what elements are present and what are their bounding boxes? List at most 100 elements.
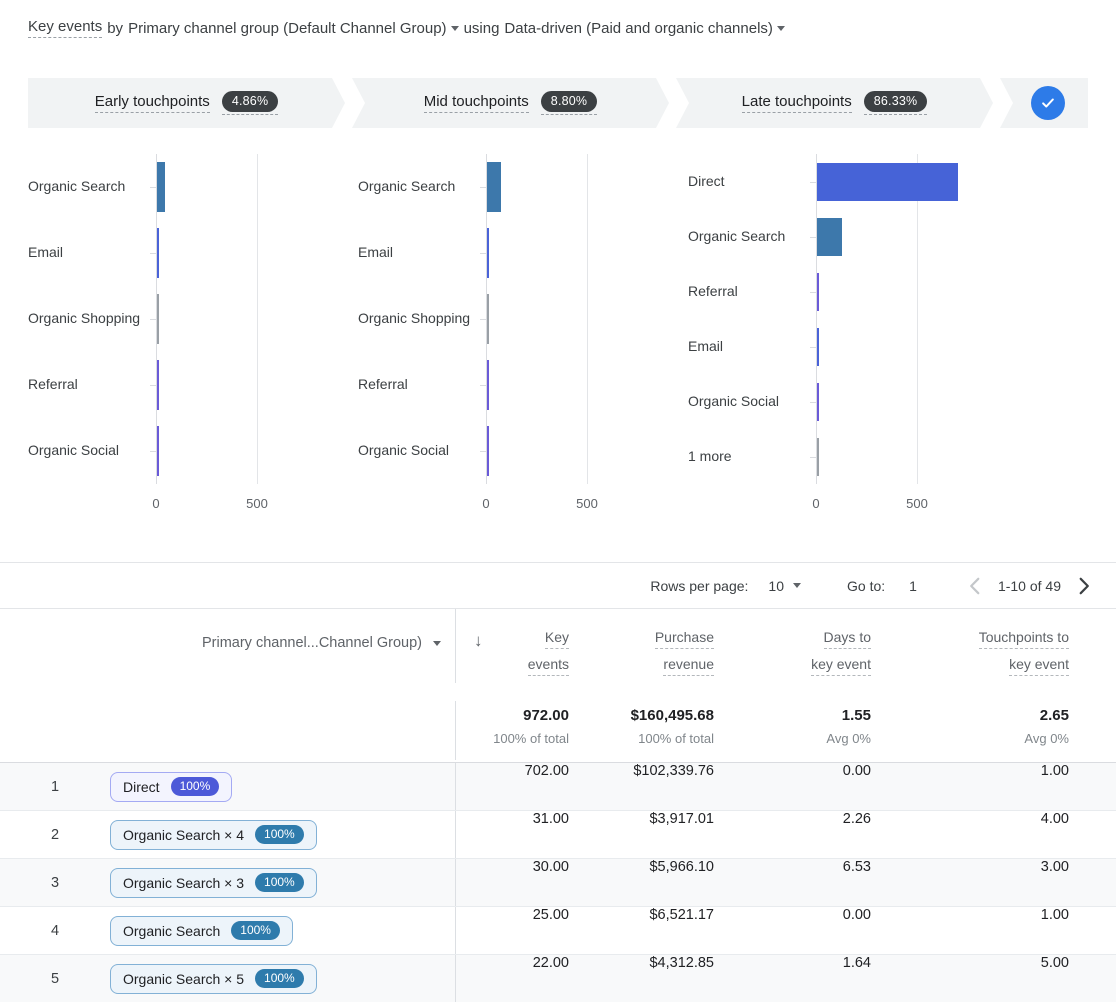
gridline <box>156 154 157 484</box>
table-header-row: Primary channel...Channel Group) ↓ Key ev… <box>0 609 1116 701</box>
x-tick-label: 500 <box>576 496 598 511</box>
touchpoint-charts: Organic Search Email Organic Shopping Refer… <box>28 154 1116 522</box>
bar-email[interactable] <box>157 228 159 278</box>
bar-organic-search[interactable] <box>157 162 165 212</box>
channel-path-chip[interactable]: Organic Search × 5 100% <box>110 963 317 994</box>
go-to-page-input[interactable]: 1 <box>909 577 917 594</box>
axis-category-label: Organic Shopping <box>28 310 141 327</box>
table-row: 2 Organic Search × 4 100% 31.00 $3,917.01 2.2… <box>0 811 1116 859</box>
y-tick-mark <box>810 346 816 348</box>
chip-label: Organic Search × 4 <box>123 826 245 843</box>
x-tick-label: 500 <box>246 496 268 511</box>
gridline <box>917 154 918 484</box>
total-value: 972.00 <box>523 707 569 724</box>
metric-cell: $5,966.10 <box>649 859 714 875</box>
sort-descending-icon[interactable]: ↓ <box>474 631 483 650</box>
axis-category-label: Organic Social <box>28 442 120 459</box>
stage-label: Early touchpoints <box>95 93 210 113</box>
channel-path-chip[interactable]: Direct 100% <box>110 771 233 802</box>
y-tick-mark <box>150 451 156 452</box>
previous-page-button[interactable] <box>969 577 980 595</box>
attribution-model-selector[interactable]: Data-driven (Paid and organic channels) <box>504 19 773 37</box>
channel-path-chip[interactable]: Organic Search × 4 100% <box>110 819 317 850</box>
bar-direct[interactable] <box>817 162 958 201</box>
rows-per-page-select[interactable]: 10 <box>768 578 801 594</box>
report-title: Key events by Primary channel group (Def… <box>28 18 1116 38</box>
channel-path-chip[interactable]: Organic Search × 3 100% <box>110 867 317 898</box>
channel-path-chip[interactable]: Organic Search 100% <box>110 915 293 946</box>
bar-organic-search[interactable] <box>817 217 842 256</box>
metric-cell: 1.00 <box>1040 907 1069 923</box>
axis-category-label: Direct <box>688 172 725 189</box>
paths-table: Rows per page: 10 Go to: 1 1-10 of 49 Pr… <box>0 562 1116 1002</box>
column-total-key-events: 972.00 100% of total <box>456 707 569 746</box>
funnel-stage-late[interactable]: Late touchpoints 86.33% <box>676 78 993 128</box>
bar-organic-shopping[interactable] <box>487 294 489 344</box>
bar-organic-social[interactable] <box>487 426 489 476</box>
metric-cell: 2.26 <box>842 811 871 827</box>
metric-cell: 5.00 <box>1040 955 1069 971</box>
axis-category-label: 1 more <box>688 447 732 464</box>
chart-plot-area: 0 500 <box>480 154 676 511</box>
selected-check-icon <box>1031 86 1065 120</box>
y-tick-mark <box>480 385 486 386</box>
metric-cell: 0.00 <box>842 763 871 779</box>
model-dropdown-icon[interactable] <box>776 25 785 31</box>
table-row: 4 Organic Search 100% 25.00 $6,521.17 0.00 1.0… <box>0 907 1116 955</box>
bar-email[interactable] <box>817 327 819 366</box>
bar-referral[interactable] <box>487 360 489 410</box>
funnel-stage-selected[interactable] <box>1000 78 1088 128</box>
gridline <box>587 154 588 484</box>
funnel-stage-mid[interactable]: Mid touchpoints 8.80% <box>352 78 669 128</box>
row-index: 4 <box>50 922 60 939</box>
total-value: 2.65 <box>1039 707 1069 724</box>
go-to-label: Go to: <box>847 577 886 594</box>
chip-label: Organic Search × 5 <box>123 970 245 987</box>
dimension-column-header[interactable]: Primary channel...Channel Group) <box>0 609 455 651</box>
next-page-button[interactable] <box>1079 577 1090 595</box>
total-value: 1.55 <box>841 707 871 724</box>
total-subtext: 100% of total <box>638 731 714 746</box>
bar-organic-social[interactable] <box>817 382 819 421</box>
bar-referral[interactable] <box>157 360 159 410</box>
total-subtext: 100% of total <box>493 731 569 746</box>
column-header-days-to-key-event[interactable]: Days to key event <box>714 629 871 683</box>
table-totals-row: 972.00 100% of total $160,495.68 100% of to… <box>0 701 1116 763</box>
dimension-header-dropdown-icon[interactable] <box>433 640 441 646</box>
column-header-touchpoints-to-key-event[interactable]: Touchpoints to key event <box>871 629 1069 683</box>
dimension-dropdown-icon[interactable] <box>450 25 459 31</box>
table-row: 5 Organic Search × 5 100% 22.00 $4,312.85 1.6… <box>0 955 1116 1002</box>
axis-category-label: Email <box>688 337 724 354</box>
bar-email[interactable] <box>487 228 489 278</box>
axis-category-label: Email <box>358 244 394 261</box>
chart-late-touchpoints: Direct Organic Search Referral Email Organic… <box>688 154 1048 522</box>
x-tick-label: 0 <box>152 496 160 511</box>
axis-category-label: Organic Shopping <box>358 310 471 327</box>
axis-category-label: Referral <box>358 376 408 393</box>
chip-label: Direct <box>123 778 160 795</box>
chart-mid-touchpoints: Organic Search Email Organic Shopping Refer… <box>358 154 688 522</box>
bar-organic-shopping[interactable] <box>157 294 159 344</box>
metric-cell: 3.00 <box>1040 859 1069 875</box>
bar-1-more[interactable] <box>817 437 819 476</box>
bar-organic-search[interactable] <box>487 162 501 212</box>
metric-cell: 22.00 <box>532 955 569 971</box>
table-row: 3 Organic Search × 3 100% 30.00 $5,966.10 6.5… <box>0 859 1116 907</box>
bar-organic-social[interactable] <box>157 426 159 476</box>
report-metric-link[interactable]: Key events <box>28 18 103 38</box>
axis-category-label: Organic Search <box>358 178 456 195</box>
table-pagination-controls: Rows per page: 10 Go to: 1 1-10 of 49 <box>0 563 1116 609</box>
metric-cell: $102,339.76 <box>633 763 714 779</box>
column-header-key-events[interactable]: Key events <box>456 629 569 683</box>
rows-per-page-value: 10 <box>768 577 784 594</box>
bar-referral[interactable] <box>817 272 819 311</box>
chip-percentage-badge: 100% <box>255 873 304 892</box>
funnel-stage-early[interactable]: Early touchpoints 4.86% <box>28 78 345 128</box>
row-index: 3 <box>50 874 60 891</box>
column-header-purchase-revenue[interactable]: Purchase revenue <box>569 629 714 683</box>
dimension-selector[interactable]: Primary channel group (Default Channel G… <box>128 19 447 37</box>
metric-cell: 0.00 <box>842 907 871 923</box>
y-tick-mark <box>810 291 816 293</box>
axis-category-label: Email <box>28 244 64 261</box>
